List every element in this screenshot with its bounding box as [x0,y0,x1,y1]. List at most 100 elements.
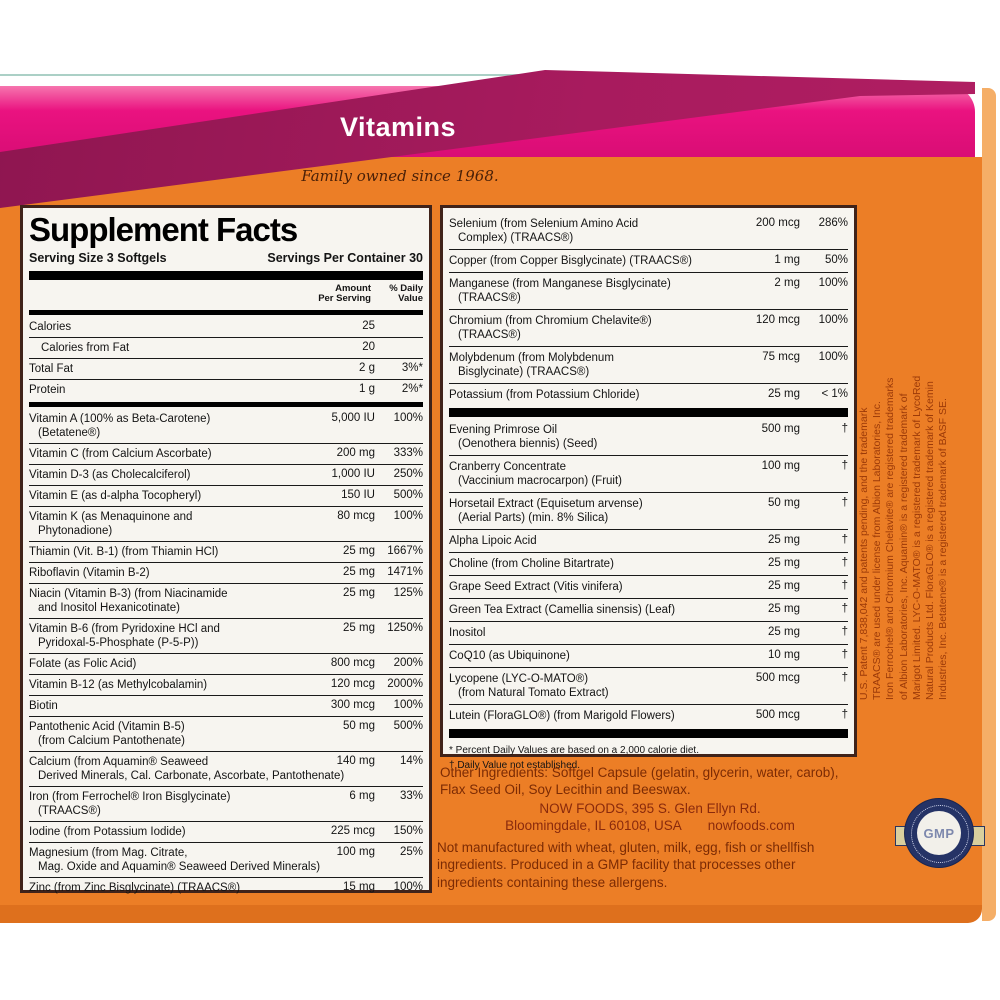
category-title: Vitamins [340,112,457,142]
nutrient-amount: 25 mg [343,565,375,578]
label-bottom-edge [0,905,982,923]
nutrient-amount: 1,000 IU [331,467,375,480]
table-row: Calcium (from Aquamin® Seaweed 140 mg 14% D… [29,750,423,786]
nutrient-name: Iron (from Ferrochel® Iron Bisglycinate) [29,790,231,803]
nutrient-name-continuation: (TRAACS®) [458,292,521,305]
nutrient-name: Zinc (from Zinc Bisglycinate) (TRAACS®) [29,881,241,894]
nutrient-amount: 500 mcg [755,672,800,685]
nutrient-name-continuation: and Inositol Hexanicotinate) [38,601,180,614]
panel-title: Supplement Facts [29,211,298,248]
nutrient-name-continuation: (TRAACS®) [38,804,101,817]
nutrient-daily-value: 14% [399,754,423,767]
table-row: Inositol 25 mg † [449,621,848,644]
nutrient-name: Horsetail Extract (Equisetum arvense) [449,498,643,511]
nutrient-name: Green Tea Extract (Camellia sinensis) (L… [449,604,676,617]
nutrient-amount: 225 mcg [330,824,375,837]
nutrient-daily-value: < 1% [821,388,848,401]
nutrient-name-continuation: Pyridoxal-5-Phosphate (P-5-P)) [38,636,199,649]
nutrient-name: Total Fat [29,362,74,375]
legal-line: TRAACS® are used under license from Albi… [871,401,884,700]
nutrient-daily-value: 1250% [387,621,423,634]
nutrient-daily-value: 500% [393,488,423,501]
nutrient-amount: 25 mg [343,544,375,557]
nutrient-amount: 2 mg [774,277,800,290]
table-row: Total Fat 2 g 3%* [29,357,423,379]
brand-tagline: Family owned since 1968. [301,167,499,185]
nutrient-amount: 500 mcg [755,709,800,722]
supplement-facts-panel-left: Supplement Facts Serving Size 3 Softgels… [20,205,432,894]
nutrient-name-continuation: (Aerial Parts) (min. 8% Silica) [458,512,609,525]
legal-line: Iron Ferrochel® and Chromium Chelavite® … [884,377,897,700]
nutrient-name: Inositol [449,627,486,640]
table-row: Evening Primrose Oil 500 mg † (Oenothera bi… [449,419,848,455]
nutrient-daily-value: 2000% [387,677,423,690]
table-row: Pantothenic Acid (Vitamin B-5) 50 mg 500% (… [29,715,423,751]
nutrient-table-left: Calories 25 Calories from Fat 20 Total Fat 2 … [29,317,423,898]
nutrient-name: Cranberry Concentrate [449,461,566,474]
nutrient-amount: 25 mg [768,580,800,593]
nutrient-amount: 140 mg [336,754,375,767]
manufacturer-address: NOW FOODS, 395 S. Glen Ellyn Rd. Bloomin… [440,800,860,835]
nutrient-amount: 6 mg [349,789,375,802]
gmp-seal-label: GMP [923,825,955,841]
nutrient-daily-value: † [841,672,848,685]
legal-line: U.S. Patent 7,838,042 and patents pendin… [858,407,870,700]
website-url: nowfoods.com [707,818,795,834]
table-row: Potassium (from Potassium Chloride) 25 mg… [449,383,848,406]
gmp-seal-dotted-ring [911,805,969,863]
table-row: Vitamin B-12 (as Methylcobalamin) 120 mcg… [29,673,423,695]
footnote-percent-dv: * Percent Daily Values are based on a 2,… [449,745,699,757]
table-row: Molybdenum (from Molybdenum 75 mcg 100% Bis… [449,346,848,383]
nutrient-daily-value: † [841,626,848,639]
nutrient-daily-value: † [841,423,848,436]
nutrient-daily-value: 500% [393,719,423,732]
nutrient-name-continuation: (from Calcium Pantothenate) [38,734,186,747]
nutrient-name: Vitamin A (100% as Beta-Carotene) [29,412,211,425]
nutrient-daily-value: † [841,460,848,473]
nutrient-amount: 20 [362,340,375,353]
allergen-statement: Not manufactured with wheat, gluten, mil… [437,840,815,890]
nutrient-amount: 25 mg [768,557,800,570]
table-row: Riboflavin (Vitamin B-2) 25 mg 1471% [29,561,423,583]
nutrient-name: Thiamin (Vit. B-1) (from Thiamin HCl) [29,545,219,558]
nutrient-amount: 1 mg [774,254,800,267]
nutrient-amount: 5,000 IU [331,411,375,424]
nutrient-name: Choline (from Choline Bitartrate) [449,558,614,571]
nutrient-amount: 25 mg [768,388,800,401]
nutrient-daily-value: 1471% [387,565,423,578]
nutrient-name: Calcium (from Aquamin® Seaweed [29,755,209,768]
nutrient-name: Riboflavin (Vitamin B-2) [29,566,150,579]
nutrient-daily-value: 100% [818,314,848,327]
footnote-dv-not-established: † Daily Value not established. [449,759,581,771]
table-row: Niacin (Vitamin B-3) (from Niacinamide 25… [29,582,423,618]
nutrient-amount: 25 mg [343,586,375,599]
nutrient-name-continuation: Phytonadione) [38,524,113,537]
table-row: Vitamin C (from Calcium Ascorbate) 200 mg… [29,442,423,464]
table-row: Protein 1 g 2%* [29,378,423,400]
nutrient-name: Grape Seed Extract (Vitis vinifera) [449,581,623,594]
label-right-edge [982,88,996,921]
nutrient-name-continuation: Derived Minerals, Cal. Carbonate, Ascorb… [38,769,345,782]
table-row: Lycopene (LYC-O-MATO®) 500 mcg † (from Natu… [449,667,848,704]
table-row: Calories 25 [29,317,423,337]
nutrient-name: Lutein (FloraGLO®) (from Marigold Flower… [449,710,675,723]
nutrient-daily-value: † [841,580,848,593]
table-row: Iron (from Ferrochel® Iron Bisglycinate)… [29,785,423,821]
nutrient-daily-value: 100% [393,509,423,522]
daily-value-column-header: % Daily Value [389,282,423,305]
nutrient-amount: 100 mg [761,460,800,473]
legal-line: Natural Products Ltd. FloraGLO® is a reg… [924,381,937,700]
nutrient-daily-value: † [841,534,848,547]
nutrient-name-continuation: (from Natural Tomato Extract) [458,687,609,700]
nutrient-amount: 1 g [359,382,375,395]
nutrient-daily-value: † [841,603,848,616]
nutrient-name-continuation: (Betatene®) [38,426,101,439]
serving-size: Serving Size 3 Softgels [29,250,167,265]
nutrient-daily-value: † [841,497,848,510]
section-separator-bar [449,408,848,418]
table-row: Iodine (from Potassium Iodide) 225 mcg 150… [29,820,423,842]
nutrient-amount: 200 mg [336,446,375,459]
nutrient-name: Folate (as Folic Acid) [29,657,137,670]
nutrient-name-continuation: Complex) (TRAACS®) [458,232,574,245]
